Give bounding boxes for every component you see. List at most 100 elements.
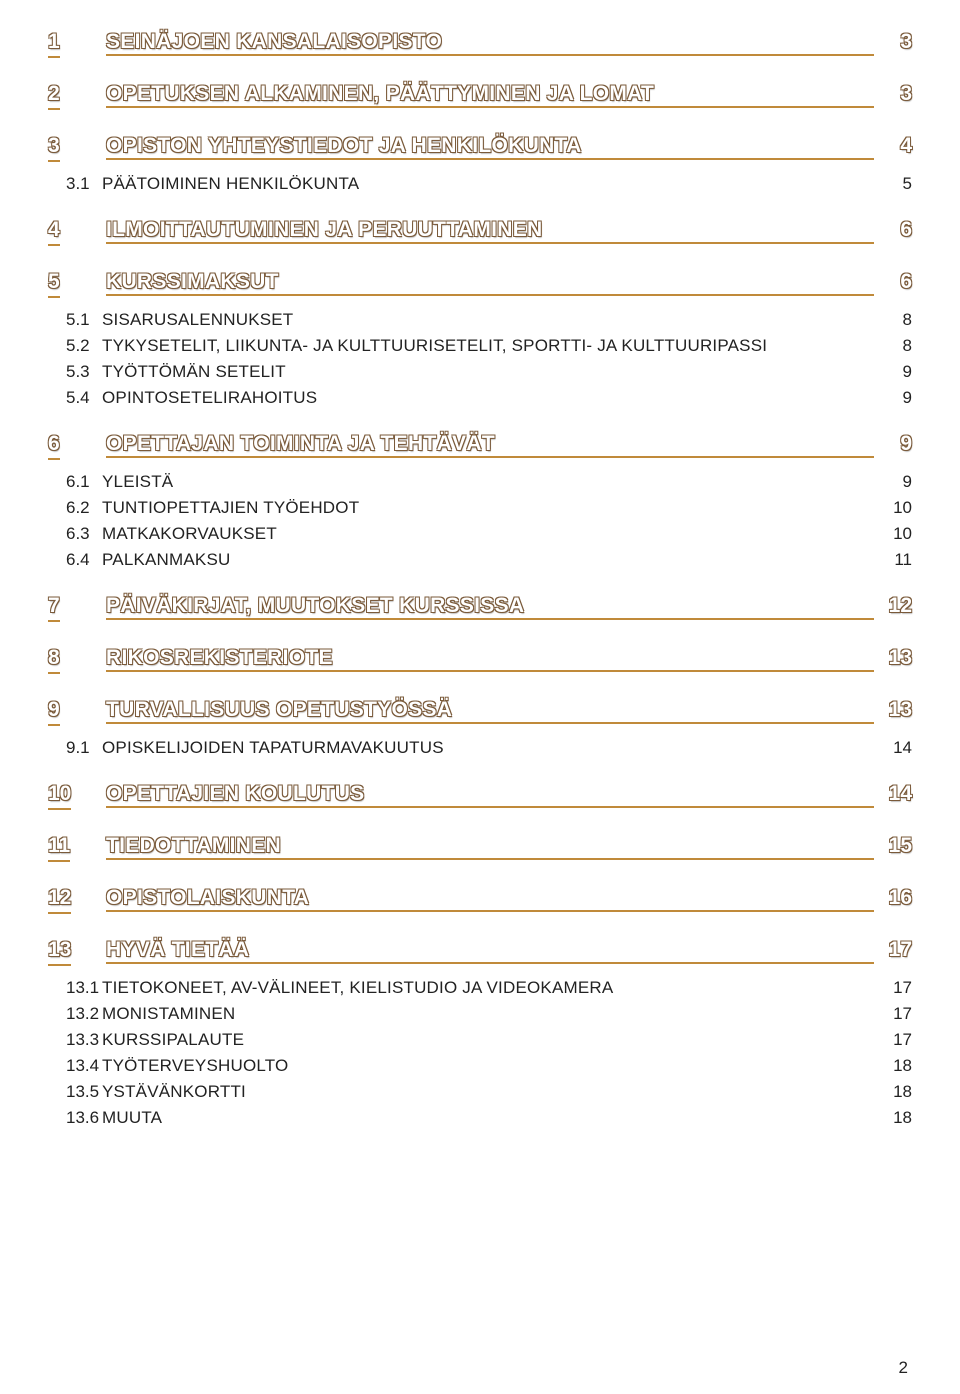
toc-entry-number: 5.3 (48, 362, 102, 382)
toc-entry-page: 17 (872, 938, 912, 962)
toc-entry-title: TUNTIOPETTAJIEN TYÖEHDOT (102, 498, 872, 518)
toc-entry-title: YLEISTÄ (102, 472, 872, 492)
toc-entry-title: ILMOITTAUTUMINEN JA PERUUTTAMINEN (106, 218, 872, 246)
toc-entry-number: 6.4 (48, 550, 102, 570)
toc-entry-number: 1 (48, 30, 106, 58)
toc-entry-page: 9 (872, 362, 912, 382)
toc-entry-page: 18 (872, 1056, 912, 1076)
toc-entry-title: TYKYSETELIT, LIIKUNTA- JA KULTTUURISETEL… (102, 336, 872, 356)
toc-entry[interactable]: 5.2TYKYSETELIT, LIIKUNTA- JA KULTTUURISE… (48, 336, 912, 356)
toc-entry[interactable]: 13.3KURSSIPALAUTE17 (48, 1030, 912, 1050)
toc-entry[interactable]: 3OPISTON YHTEYSTIEDOT JA HENKILÖKUNTA4 (48, 134, 912, 162)
toc-entry[interactable]: 13HYVÄ TIETÄÄ17 (48, 938, 912, 966)
toc-entry-number: 7 (48, 594, 106, 622)
toc-entry-number: 13.4 (48, 1056, 102, 1076)
page-number-footer: 2 (899, 1358, 908, 1378)
toc-entry-title: OPETUKSEN ALKAMINEN, PÄÄTTYMINEN JA LOMA… (106, 82, 872, 110)
toc-entry-title: YSTÄVÄNKORTTI (102, 1082, 872, 1102)
toc-entry-number: 6.2 (48, 498, 102, 518)
toc-entry-page: 8 (872, 310, 912, 330)
toc-entry[interactable]: 13.6MUUTA18 (48, 1108, 912, 1128)
toc-entry-number: 10 (48, 782, 106, 810)
toc-entry-title: OPISTOLAISKUNTA (106, 886, 872, 914)
toc-entry[interactable]: 5.3TYÖTTÖMÄN SETELIT9 (48, 362, 912, 382)
toc-entry-title: OPINTOSETELIRAHOITUS (102, 388, 872, 408)
toc-entry[interactable]: 4ILMOITTAUTUMINEN JA PERUUTTAMINEN6 (48, 218, 912, 246)
toc-entry-title: OPETTAJAN TOIMINTA JA TEHTÄVÄT (106, 432, 872, 460)
toc-entry-title: KURSSIPALAUTE (102, 1030, 872, 1050)
toc-entry-title: SEINÄJOEN KANSALAISOPISTO (106, 30, 872, 58)
toc-entry-number: 13.5 (48, 1082, 102, 1102)
toc-entry-title: TYÖTTÖMÄN SETELIT (102, 362, 872, 382)
toc-entry-title: TIEDOTTAMINEN (106, 834, 872, 862)
toc-entry[interactable]: 10OPETTAJIEN KOULUTUS14 (48, 782, 912, 810)
toc-entry[interactable]: 5.4OPINTOSETELIRAHOITUS9 (48, 388, 912, 408)
toc-entry-page: 9 (872, 472, 912, 492)
toc-entry-number: 13 (48, 938, 106, 966)
toc-entry-page: 17 (872, 1030, 912, 1050)
toc-entry-page: 9 (872, 432, 912, 456)
toc-entry-title: SISARUSALENNUKSET (102, 310, 872, 330)
toc-entry[interactable]: 11TIEDOTTAMINEN15 (48, 834, 912, 862)
toc-entry-page: 4 (872, 134, 912, 158)
toc-entry-number: 9.1 (48, 738, 102, 758)
toc-entry-page: 14 (872, 738, 912, 758)
toc-entry-title: OPETTAJIEN KOULUTUS (106, 782, 872, 810)
toc-entry-title: HYVÄ TIETÄÄ (106, 938, 872, 966)
toc-entry[interactable]: 3.1PÄÄTOIMINEN HENKILÖKUNTA5 (48, 174, 912, 194)
toc-entry[interactable]: 6.4PALKANMAKSU11 (48, 550, 912, 570)
toc-entry-number: 6.3 (48, 524, 102, 544)
toc-entry-number: 11 (48, 834, 106, 862)
toc-entry-page: 17 (872, 978, 912, 998)
toc-entry[interactable]: 8RIKOSREKISTERIOTE13 (48, 646, 912, 674)
toc-entry-page: 3 (872, 30, 912, 54)
toc-entry[interactable]: 13.1TIETOKONEET, AV-VÄLINEET, KIELISTUDI… (48, 978, 912, 998)
toc-entry[interactable]: 9.1OPISKELIJOIDEN TAPATURMAVAKUUTUS14 (48, 738, 912, 758)
toc-entry-number: 13.2 (48, 1004, 102, 1024)
toc-entry-title: RIKOSREKISTERIOTE (106, 646, 872, 674)
toc-entry-number: 6.1 (48, 472, 102, 492)
toc-entry-title: TIETOKONEET, AV-VÄLINEET, KIELISTUDIO JA… (102, 978, 872, 998)
toc-entry-number: 12 (48, 886, 106, 914)
toc-entry-page: 10 (872, 498, 912, 518)
toc-entry-page: 16 (872, 886, 912, 910)
toc-entry-number: 8 (48, 646, 106, 674)
toc-entry[interactable]: 9TURVALLISUUS OPETUSTYÖSSÄ13 (48, 698, 912, 726)
toc-entry-page: 15 (872, 834, 912, 858)
toc-entry-number: 5.2 (48, 336, 102, 356)
toc-entry-number: 3 (48, 134, 106, 162)
toc-entry-page: 3 (872, 82, 912, 106)
toc-entry[interactable]: 6.3MATKAKORVAUKSET10 (48, 524, 912, 544)
toc-entry-page: 5 (872, 174, 912, 194)
table-of-contents: 1SEINÄJOEN KANSALAISOPISTO32OPETUKSEN AL… (48, 30, 912, 1128)
toc-entry[interactable]: 6OPETTAJAN TOIMINTA JA TEHTÄVÄT9 (48, 432, 912, 460)
toc-entry[interactable]: 13.2MONISTAMINEN17 (48, 1004, 912, 1024)
toc-entry[interactable]: 13.4TYÖTERVEYSHUOLTO18 (48, 1056, 912, 1076)
toc-entry[interactable]: 1SEINÄJOEN KANSALAISOPISTO3 (48, 30, 912, 58)
toc-entry-title: PÄÄTOIMINEN HENKILÖKUNTA (102, 174, 872, 194)
toc-entry-page: 10 (872, 524, 912, 544)
toc-entry[interactable]: 13.5YSTÄVÄNKORTTI18 (48, 1082, 912, 1102)
toc-entry-title: PALKANMAKSU (102, 550, 872, 570)
toc-entry-title: MONISTAMINEN (102, 1004, 872, 1024)
toc-entry-page: 9 (872, 388, 912, 408)
toc-entry-number: 9 (48, 698, 106, 726)
toc-entry[interactable]: 7PÄIVÄKIRJAT, MUUTOKSET KURSSISSA12 (48, 594, 912, 622)
toc-entry[interactable]: 6.1YLEISTÄ9 (48, 472, 912, 492)
toc-entry-page: 8 (872, 336, 912, 356)
toc-entry-page: 12 (872, 594, 912, 618)
toc-entry[interactable]: 5.1SISARUSALENNUKSET8 (48, 310, 912, 330)
toc-entry-number: 13.6 (48, 1108, 102, 1128)
toc-entry-page: 13 (872, 646, 912, 670)
toc-entry[interactable]: 2OPETUKSEN ALKAMINEN, PÄÄTTYMINEN JA LOM… (48, 82, 912, 110)
toc-entry[interactable]: 12OPISTOLAISKUNTA16 (48, 886, 912, 914)
toc-entry[interactable]: 5KURSSIMAKSUT6 (48, 270, 912, 298)
toc-entry[interactable]: 6.2TUNTIOPETTAJIEN TYÖEHDOT10 (48, 498, 912, 518)
toc-entry-number: 13.1 (48, 978, 102, 998)
toc-entry-page: 14 (872, 782, 912, 806)
toc-entry-number: 4 (48, 218, 106, 246)
toc-entry-title: KURSSIMAKSUT (106, 270, 872, 298)
toc-entry-page: 18 (872, 1108, 912, 1128)
toc-entry-page: 11 (872, 550, 912, 570)
toc-entry-title: TURVALLISUUS OPETUSTYÖSSÄ (106, 698, 872, 726)
